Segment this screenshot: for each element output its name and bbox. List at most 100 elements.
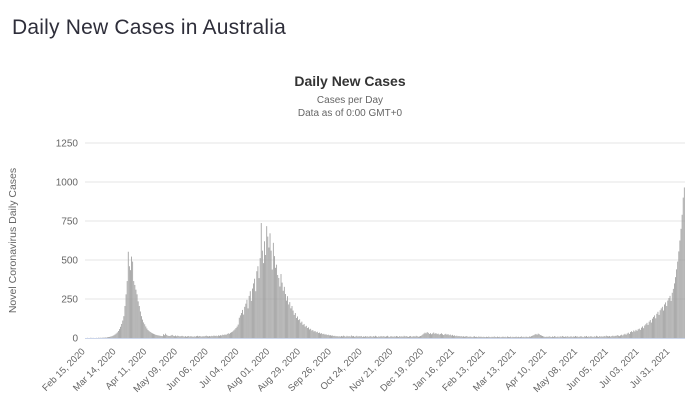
- daily-cases-bar[interactable]: [594, 336, 596, 338]
- daily-cases-bar[interactable]: [346, 335, 348, 338]
- daily-cases-bar[interactable]: [328, 335, 330, 338]
- daily-cases-bar[interactable]: [658, 314, 660, 338]
- daily-cases-bar[interactable]: [189, 336, 191, 338]
- daily-cases-bar[interactable]: [619, 336, 620, 338]
- daily-cases-bar[interactable]: [121, 323, 123, 338]
- daily-cases-bar[interactable]: [470, 336, 472, 338]
- daily-cases-bar[interactable]: [246, 299, 248, 338]
- daily-cases-bar[interactable]: [488, 336, 490, 338]
- daily-cases-bar[interactable]: [666, 306, 668, 338]
- daily-cases-bar[interactable]: [265, 255, 267, 338]
- daily-cases-bar[interactable]: [192, 336, 194, 338]
- daily-cases-bar[interactable]: [456, 335, 458, 338]
- daily-cases-bar[interactable]: [420, 335, 421, 338]
- daily-cases-bar[interactable]: [423, 333, 425, 338]
- daily-cases-bar[interactable]: [127, 251, 129, 338]
- daily-cases-bar[interactable]: [170, 335, 172, 338]
- daily-cases-bar[interactable]: [565, 336, 567, 338]
- daily-cases-bar[interactable]: [661, 306, 663, 338]
- daily-cases-bar[interactable]: [548, 336, 550, 338]
- daily-cases-bar[interactable]: [165, 333, 167, 338]
- daily-cases-bar[interactable]: [337, 336, 339, 338]
- daily-cases-bar[interactable]: [150, 332, 152, 338]
- daily-cases-bar[interactable]: [402, 336, 404, 338]
- daily-cases-bar[interactable]: [545, 336, 547, 338]
- daily-cases-bar[interactable]: [241, 313, 242, 338]
- daily-cases-bar[interactable]: [400, 336, 402, 338]
- daily-cases-bar[interactable]: [522, 337, 524, 338]
- daily-cases-bar[interactable]: [157, 335, 159, 338]
- daily-cases-bar[interactable]: [558, 337, 560, 338]
- daily-cases-bar[interactable]: [547, 336, 549, 338]
- daily-cases-bar[interactable]: [224, 334, 226, 338]
- daily-cases-bar[interactable]: [180, 336, 182, 338]
- daily-cases-bar[interactable]: [155, 334, 157, 338]
- daily-cases-bar[interactable]: [339, 336, 341, 338]
- daily-cases-bar[interactable]: [383, 336, 385, 338]
- daily-cases-bar[interactable]: [368, 336, 370, 338]
- daily-cases-bar[interactable]: [550, 337, 552, 338]
- daily-cases-bar[interactable]: [559, 336, 561, 338]
- daily-cases-bar[interactable]: [672, 288, 674, 338]
- daily-cases-bar[interactable]: [676, 269, 678, 338]
- daily-cases-bar[interactable]: [645, 324, 647, 338]
- daily-cases-bar[interactable]: [599, 336, 601, 338]
- daily-cases-bar[interactable]: [342, 336, 343, 338]
- daily-cases-bar[interactable]: [112, 335, 114, 338]
- daily-cases-bar[interactable]: [563, 336, 564, 338]
- daily-cases-bar[interactable]: [675, 277, 676, 338]
- daily-cases-bar[interactable]: [149, 331, 151, 338]
- daily-cases-bar[interactable]: [356, 335, 358, 338]
- daily-cases-bar[interactable]: [248, 295, 250, 338]
- daily-cases-bar[interactable]: [525, 336, 527, 338]
- daily-cases-bar[interactable]: [225, 334, 227, 338]
- daily-cases-bar[interactable]: [257, 266, 259, 338]
- daily-cases-bar[interactable]: [261, 250, 263, 338]
- daily-cases-bar[interactable]: [276, 264, 278, 338]
- daily-cases-bar[interactable]: [142, 319, 143, 338]
- daily-cases-bar[interactable]: [543, 336, 545, 338]
- daily-cases-bar[interactable]: [326, 335, 328, 338]
- daily-cases-bar[interactable]: [254, 278, 256, 338]
- daily-cases-bar[interactable]: [148, 331, 150, 338]
- daily-cases-bar[interactable]: [501, 336, 503, 338]
- daily-cases-bar[interactable]: [376, 336, 378, 338]
- daily-cases-bar[interactable]: [348, 336, 350, 338]
- daily-cases-bar[interactable]: [556, 337, 558, 338]
- daily-cases-bar[interactable]: [220, 335, 221, 338]
- daily-cases-bar[interactable]: [610, 336, 612, 338]
- daily-cases-bar[interactable]: [122, 320, 124, 338]
- daily-cases-bar[interactable]: [465, 336, 467, 338]
- daily-cases-bar[interactable]: [236, 326, 238, 338]
- daily-cases-bar[interactable]: [617, 335, 619, 338]
- daily-cases-bar[interactable]: [682, 197, 684, 338]
- daily-cases-bar[interactable]: [222, 334, 224, 338]
- daily-cases-bar[interactable]: [435, 333, 437, 338]
- daily-cases-bar[interactable]: [503, 337, 505, 338]
- daily-cases-bar[interactable]: [352, 336, 353, 338]
- daily-cases-bar[interactable]: [605, 335, 607, 338]
- daily-cases-bar[interactable]: [160, 335, 162, 338]
- daily-cases-bar[interactable]: [536, 334, 538, 338]
- daily-cases-bar[interactable]: [306, 328, 308, 338]
- daily-cases-bar[interactable]: [571, 336, 573, 338]
- daily-cases-bar[interactable]: [359, 336, 361, 338]
- daily-cases-bar[interactable]: [163, 334, 164, 338]
- daily-cases-bar[interactable]: [206, 336, 208, 338]
- daily-cases-bar[interactable]: [247, 308, 249, 338]
- daily-cases-bar[interactable]: [131, 256, 132, 338]
- daily-cases-bar[interactable]: [132, 261, 134, 338]
- daily-cases-bar[interactable]: [647, 324, 649, 338]
- daily-cases-bar[interactable]: [486, 336, 487, 338]
- daily-cases-bar[interactable]: [544, 336, 546, 338]
- daily-cases-bar[interactable]: [609, 335, 610, 338]
- daily-cases-bar[interactable]: [394, 336, 396, 338]
- daily-cases-bar[interactable]: [615, 335, 617, 338]
- daily-cases-bar[interactable]: [588, 336, 590, 338]
- daily-cases-bar[interactable]: [367, 336, 369, 338]
- daily-cases-bar[interactable]: [608, 336, 609, 338]
- daily-cases-bar[interactable]: [581, 336, 583, 338]
- daily-cases-bar[interactable]: [117, 330, 119, 338]
- daily-cases-bar[interactable]: [427, 332, 429, 338]
- daily-cases-bar[interactable]: [255, 291, 257, 338]
